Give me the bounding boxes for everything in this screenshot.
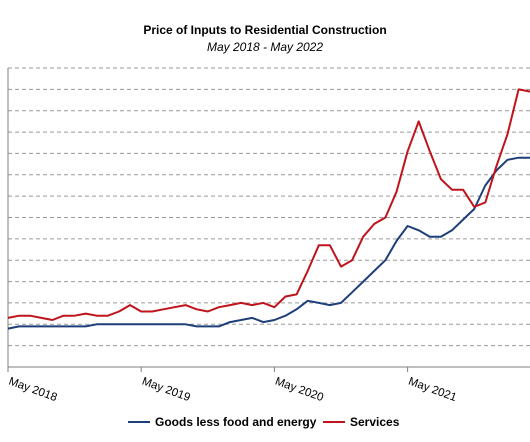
legend-label: Goods less food and energy: [155, 415, 317, 429]
chart-subtitle: May 2018 - May 2022: [207, 40, 323, 54]
legend-label: Services: [350, 415, 400, 429]
x-tick-label: May 2018: [7, 376, 59, 405]
chart-title: Price of Inputs to Residential Construct…: [143, 23, 386, 37]
x-labels: May 2018 May 2019 May 2020 May 2021: [7, 367, 458, 404]
x-tick-label: May 2020: [273, 376, 325, 405]
plot: [7, 88, 530, 330]
legend: Goods less food and energy Services: [128, 415, 400, 429]
grid: [8, 67, 530, 347]
x-tick-label: May 2019: [140, 376, 192, 405]
series-line: [7, 88, 530, 321]
series-line: [7, 156, 530, 330]
x-tick-label: May 2021: [407, 376, 459, 405]
